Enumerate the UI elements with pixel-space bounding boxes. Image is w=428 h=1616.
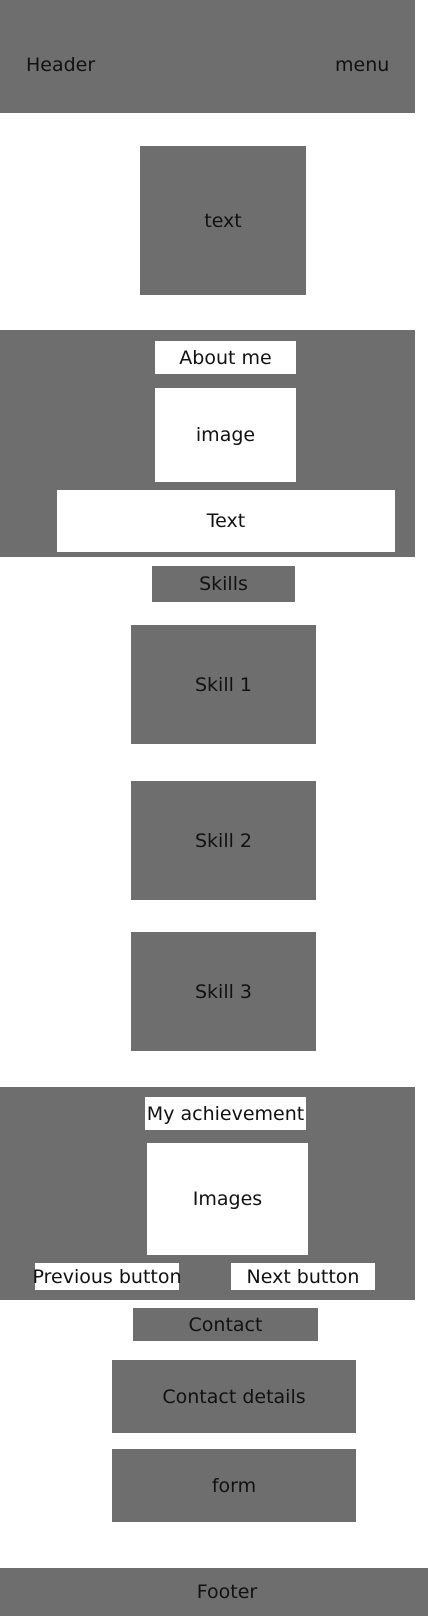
header-title: Header bbox=[26, 54, 96, 76]
skill-card-2: Skill 2 bbox=[131, 781, 316, 900]
hero-text-block: text bbox=[140, 146, 306, 295]
footer-bar: Footer bbox=[0, 1568, 428, 1616]
about-image-placeholder: image bbox=[155, 388, 296, 482]
about-heading: About me bbox=[155, 341, 296, 374]
previous-button[interactable]: Previous button bbox=[33, 1263, 182, 1290]
achievements-images-placeholder: Images bbox=[147, 1143, 308, 1255]
skill-card-1: Skill 1 bbox=[131, 625, 316, 744]
achievements-heading: My achievement bbox=[145, 1097, 306, 1130]
menu-button[interactable]: menu bbox=[335, 54, 390, 76]
about-text-block: Text bbox=[57, 490, 395, 552]
header-bar bbox=[0, 0, 415, 113]
contact-details-block: Contact details bbox=[112, 1360, 356, 1433]
skill-card-3: Skill 3 bbox=[131, 932, 316, 1051]
contact-form-block[interactable]: form bbox=[112, 1449, 356, 1522]
contact-heading: Contact bbox=[133, 1308, 318, 1341]
skills-heading: Skills bbox=[152, 566, 295, 602]
next-button[interactable]: Next button bbox=[231, 1263, 375, 1290]
